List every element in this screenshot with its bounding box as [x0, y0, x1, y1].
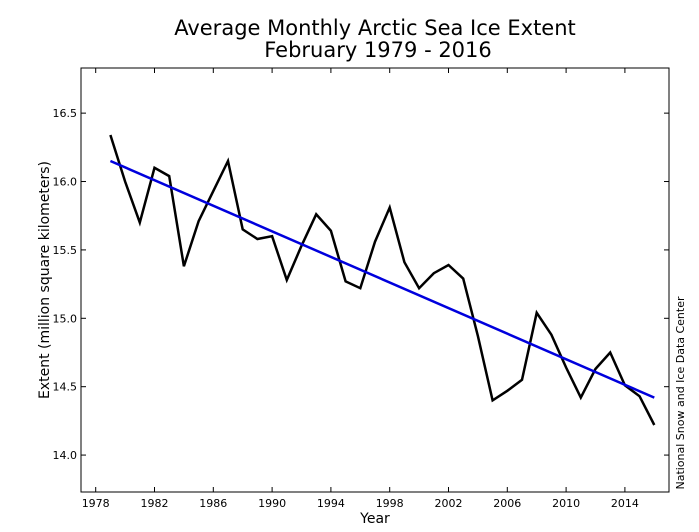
extent-point-1981 [139, 221, 141, 223]
extent-point-1987 [227, 160, 229, 162]
y-tick-label: 15.0 [53, 312, 78, 325]
x-tick-label: 1994 [317, 497, 345, 510]
extent-point-1997 [374, 241, 376, 243]
extent-point-1983 [168, 175, 170, 177]
x-tick-label: 1990 [258, 497, 286, 510]
extent-point-2000 [418, 287, 420, 289]
extent-point-1979 [109, 134, 111, 136]
x-tick-label: 2010 [552, 497, 580, 510]
x-tick-label: 1986 [199, 497, 227, 510]
extent-point-2002 [447, 264, 449, 266]
extent-point-1984 [183, 265, 185, 267]
chart-title: Average Monthly Arctic Sea Ice Extent [174, 16, 576, 40]
extent-point-2011 [580, 396, 582, 398]
extent-point-2010 [565, 366, 567, 368]
extent-point-1985 [197, 220, 199, 222]
y-tick-label: 14.5 [53, 381, 78, 394]
extent-point-1993 [315, 213, 317, 215]
extent-point-2001 [433, 272, 435, 274]
x-tick-label: 1998 [376, 497, 404, 510]
y-tick-label: 16.5 [53, 107, 78, 120]
extent-point-1980 [124, 180, 126, 182]
x-axis-label: Year [359, 511, 390, 527]
extent-point-1982 [153, 167, 155, 169]
x-tick-label: 2006 [493, 497, 521, 510]
extent-point-1991 [286, 279, 288, 281]
series-line-trend [109, 159, 655, 399]
extent-point-1989 [256, 238, 258, 240]
extent-point-2015 [638, 395, 640, 397]
extent-point-2003 [462, 277, 464, 279]
y-axis-label: Extent (million square kilometers) [37, 161, 53, 399]
extent-point-1998 [389, 206, 391, 208]
y-tick-label: 14.0 [53, 449, 78, 462]
extent-point-1988 [242, 228, 244, 230]
extent-point-2008 [536, 312, 538, 314]
extent-point-2005 [491, 399, 493, 401]
trend-point-2016 [653, 396, 655, 398]
extent-point-1990 [271, 235, 273, 237]
extent-point-1999 [403, 261, 405, 263]
extent-point-2016 [653, 424, 655, 426]
x-tick-label: 1982 [141, 497, 169, 510]
x-tick-label: 1978 [82, 497, 110, 510]
extent-point-1995 [344, 280, 346, 282]
x-tick-label: 2014 [611, 497, 639, 510]
credit-text: National Snow and Ice Data Center [674, 296, 687, 490]
y-tick-label: 16.0 [53, 176, 78, 189]
series-line-extent [109, 134, 656, 426]
trend-point-1979 [109, 160, 111, 162]
extent-point-1996 [359, 287, 361, 289]
extent-point-1986 [212, 190, 214, 192]
extent-point-2013 [609, 351, 611, 353]
plot-area [80, 67, 670, 493]
x-tick-label: 2002 [435, 497, 463, 510]
extent-point-2009 [550, 334, 552, 336]
extent-point-2006 [506, 390, 508, 392]
extent-point-2007 [521, 379, 523, 381]
extent-point-2012 [594, 368, 596, 370]
y-tick-label: 15.5 [53, 244, 78, 257]
extent-point-1994 [330, 230, 332, 232]
extent-point-2004 [477, 335, 479, 337]
chart-subtitle: February 1979 - 2016 [264, 38, 492, 62]
